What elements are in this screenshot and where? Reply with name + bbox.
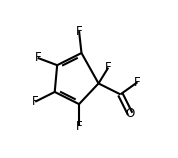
Text: F: F bbox=[32, 95, 39, 108]
Text: F: F bbox=[76, 119, 82, 133]
Text: F: F bbox=[34, 51, 41, 64]
Text: F: F bbox=[76, 25, 82, 38]
Text: F: F bbox=[105, 61, 112, 74]
Text: O: O bbox=[125, 107, 135, 120]
Text: F: F bbox=[134, 76, 141, 89]
